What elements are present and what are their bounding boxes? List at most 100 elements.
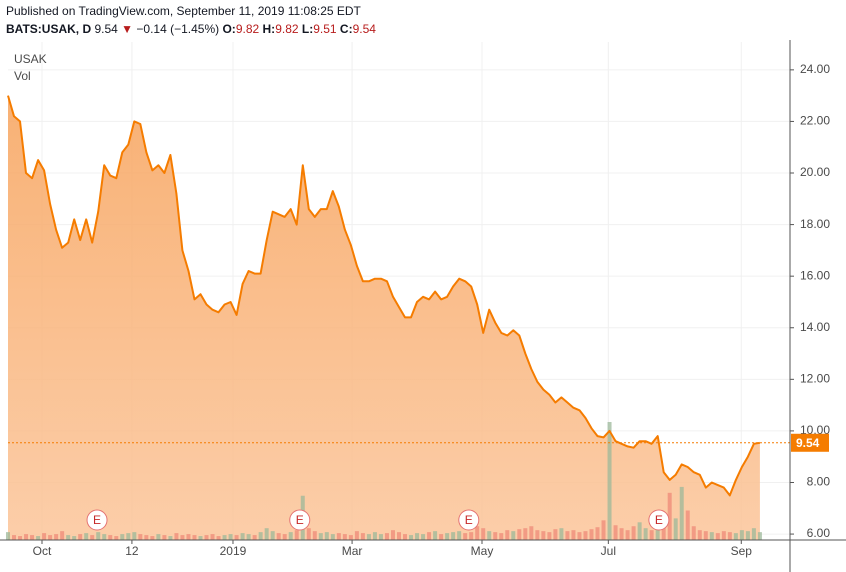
volume-bar <box>282 534 287 540</box>
legend-line: BATS:USAK, D 9.54 ▼ −0.14 (−1.45%) O:9.8… <box>6 22 376 36</box>
volume-bar <box>523 528 528 540</box>
volume-bar <box>276 533 281 540</box>
earnings-marker <box>86 509 108 531</box>
volume-bar <box>366 534 371 540</box>
volume-bar <box>312 531 317 540</box>
volume-bar <box>535 530 540 540</box>
y-tick-label: 24.00 <box>800 62 830 76</box>
volume-bar <box>679 486 684 540</box>
volume-bar <box>246 534 251 540</box>
earnings-label: E <box>655 513 663 527</box>
volume-bar <box>384 533 389 540</box>
volume-bar <box>511 531 516 540</box>
volume-bar <box>192 535 197 540</box>
volume-bar <box>493 532 498 540</box>
volume-bar <box>565 531 570 540</box>
earnings-label: E <box>93 513 101 527</box>
volume-bar <box>156 534 161 540</box>
volume-bar <box>463 533 468 540</box>
volume-bar <box>439 534 444 540</box>
x-tick-label: 12 <box>125 544 139 558</box>
volume-bar <box>685 510 690 540</box>
volume-bar <box>132 532 137 540</box>
volume-bar <box>12 535 17 540</box>
volume-bar <box>234 535 239 540</box>
volume-bar <box>601 520 606 540</box>
ohlc-value: 9.54 <box>353 22 377 36</box>
volume-bar <box>240 533 245 540</box>
volume-bar <box>54 534 59 540</box>
volume-bar <box>529 526 534 540</box>
volume-bar <box>625 530 630 540</box>
volume-bar <box>204 535 209 540</box>
volume-bar <box>487 531 492 540</box>
volume-bar <box>667 492 672 540</box>
volume-bar <box>607 422 612 540</box>
y-tick-label: 6.00 <box>807 526 831 540</box>
volume-bar <box>619 528 624 540</box>
volume-bar <box>517 529 522 540</box>
x-tick-label: Oct <box>33 544 52 558</box>
volume-bar <box>24 534 29 540</box>
earnings-marker <box>458 509 480 531</box>
volume-bar <box>336 533 341 540</box>
x-tick-label: May <box>471 544 494 558</box>
volume-bar <box>210 534 215 540</box>
volume-bar <box>252 535 257 540</box>
volume-bar <box>559 528 564 540</box>
volume-bar <box>180 535 185 540</box>
volume-bar <box>547 532 552 540</box>
published-line: Published on TradingView.com, September … <box>6 4 362 18</box>
volume-bar <box>174 533 179 540</box>
volume-bar <box>469 532 474 540</box>
y-tick-label: 12.00 <box>800 372 830 386</box>
volume-bar <box>6 532 10 540</box>
volume-bar <box>613 525 618 540</box>
volume-bar <box>445 533 450 540</box>
volume-bar <box>637 522 642 540</box>
y-tick-label: 16.00 <box>800 268 830 282</box>
arrow: ▼ <box>121 22 133 36</box>
volume-bar <box>354 531 359 540</box>
axes: 6.00 8.00 10.00 12.00 14.00 16.00 18.00 20.00 22… <box>0 40 846 572</box>
x-tick-label: Jul <box>601 544 616 558</box>
volume-bar <box>360 533 365 540</box>
last-price-box <box>791 433 829 452</box>
volume-bar <box>727 532 732 540</box>
volume-bar <box>60 531 65 540</box>
y-tick-label: 20.00 <box>800 165 830 179</box>
volume-bar <box>745 531 750 540</box>
volume-bar <box>661 524 666 540</box>
earnings-marker <box>289 509 311 531</box>
ohlc-value: 9.82 <box>236 22 260 36</box>
volume-bar <box>649 530 654 540</box>
earnings-label: E <box>296 513 304 527</box>
volume-bar <box>258 532 263 540</box>
volume-bar <box>703 531 708 540</box>
volume-bar <box>270 531 275 540</box>
y-tick-label: 10.00 <box>800 423 830 437</box>
volume-bar <box>571 530 576 540</box>
x-tick-label: 2019 <box>220 544 247 558</box>
volume-bar <box>216 536 221 540</box>
volume-bar <box>697 530 702 540</box>
volume-bar <box>691 526 696 540</box>
volume-bar <box>168 536 173 540</box>
volume-bar <box>415 533 420 540</box>
volume-bar <box>318 533 323 540</box>
last-price-label: 9.54 <box>796 436 820 450</box>
volume-bar <box>378 534 383 540</box>
volume-bar <box>451 532 456 540</box>
ohlc-key: H: <box>263 22 276 36</box>
series-label: USAK <box>14 52 47 66</box>
volume-bar <box>228 534 233 540</box>
volume-bar <box>222 535 227 540</box>
volume-bar <box>715 533 720 540</box>
volume-bar <box>589 529 594 540</box>
volume-bar <box>288 532 293 540</box>
volume-bar <box>150 536 155 540</box>
volume-bar <box>457 531 462 540</box>
volume-bar <box>505 530 510 540</box>
volume-bar <box>108 535 113 540</box>
